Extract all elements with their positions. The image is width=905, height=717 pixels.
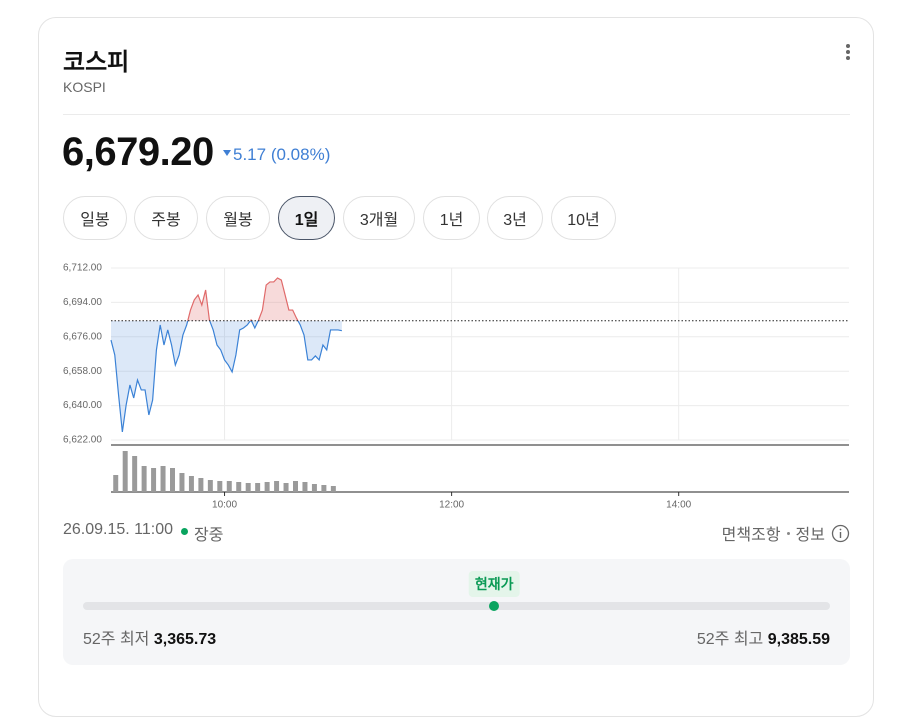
subtitle: KOSPI bbox=[63, 79, 106, 95]
volume-bar bbox=[151, 468, 157, 492]
tab[interactable]: 3년 bbox=[487, 196, 543, 240]
volume-bar bbox=[160, 466, 166, 492]
price-line bbox=[110, 320, 342, 433]
volume-bar bbox=[330, 486, 336, 492]
info-icon[interactable] bbox=[831, 524, 850, 543]
range-track bbox=[83, 602, 830, 610]
status-dot bbox=[181, 528, 188, 535]
area-above bbox=[187, 277, 298, 321]
y-tick-label: 6,622.00 bbox=[63, 435, 102, 446]
high-label: 52주 최고 bbox=[696, 631, 764, 648]
tab[interactable]: 3개월 bbox=[343, 196, 415, 240]
tab[interactable]: 1년 bbox=[423, 196, 480, 240]
volume-bar bbox=[179, 473, 185, 492]
tab[interactable]: 10년 bbox=[551, 196, 616, 240]
low-value: 3,365.73 bbox=[153, 631, 217, 648]
page: 코스피 KOSPI 6,679.20 5.17 (0.08%) 일봉 주봉 월봉 1일… bbox=[38, 17, 874, 717]
volume-bar bbox=[274, 481, 280, 492]
info[interactable]: 정보 bbox=[795, 527, 825, 544]
volume-bar bbox=[283, 483, 289, 492]
volume-bar bbox=[226, 481, 232, 492]
volume-bar bbox=[255, 483, 261, 492]
change: 5.17 (0.08%) bbox=[223, 145, 330, 165]
disclaimer[interactable]: 면책조항 bbox=[721, 527, 781, 544]
volume-bar bbox=[122, 451, 128, 492]
title: 코스피 bbox=[63, 49, 130, 76]
volume-bar bbox=[217, 481, 223, 492]
change-percent: (0.08%) bbox=[270, 145, 331, 164]
status: 장중 bbox=[194, 527, 224, 544]
price: 6,679.20 bbox=[62, 130, 214, 174]
tab[interactable]: 일봉 bbox=[63, 196, 127, 240]
volume-bar bbox=[132, 456, 138, 492]
footer-links: 면책조항 정보 bbox=[722, 521, 850, 545]
volume-bar bbox=[321, 485, 327, 492]
separator bbox=[786, 531, 790, 535]
y-tick-label: 6,676.00 bbox=[63, 331, 102, 342]
y-tick-label: 6,712.00 bbox=[63, 263, 102, 274]
tab[interactable]: 주봉 bbox=[134, 196, 198, 240]
volume-bar bbox=[245, 483, 251, 492]
low: 52주 최저 3,365.73 bbox=[83, 625, 216, 649]
x-tick-label: 10:00 bbox=[212, 500, 237, 511]
volume-bar bbox=[236, 482, 242, 492]
volume-bar bbox=[264, 482, 270, 492]
volume-bar bbox=[113, 475, 119, 492]
low-label: 52주 최저 bbox=[83, 631, 150, 648]
volume-bar bbox=[302, 482, 308, 492]
volume-bar bbox=[198, 478, 204, 492]
y-tick-label: 6,694.00 bbox=[63, 297, 102, 308]
high: 52주 최고 9,385.59 bbox=[697, 625, 830, 649]
chart: 6,622.00 6,640.00 6,658.00 6,676.00 6,694.00… bbox=[63, 263, 849, 511]
volume-bar bbox=[141, 466, 147, 492]
range-box: 현재가 52주 최저 3,365.73 52주 최고 9,385.59 bbox=[63, 559, 850, 665]
y-tick-label: 6,640.00 bbox=[63, 400, 102, 411]
high-value: 9,385.59 bbox=[767, 631, 830, 648]
area-below bbox=[111, 320, 342, 432]
timestamp: 26.09.15. 11:00 bbox=[63, 521, 174, 538]
volume-bar bbox=[188, 476, 194, 492]
volume-bar bbox=[170, 468, 175, 492]
volume-bar bbox=[207, 480, 213, 492]
x-tick-label: 14:00 bbox=[666, 500, 691, 511]
tab[interactable]: 1일 bbox=[278, 196, 335, 240]
volume-bar bbox=[293, 481, 298, 492]
y-tick-label: 6,658.00 bbox=[63, 366, 102, 377]
x-tick-label: 12:00 bbox=[439, 500, 464, 511]
tab[interactable]: 월봉 bbox=[206, 196, 270, 240]
current-dot bbox=[489, 601, 500, 611]
change-value: 5.17 bbox=[233, 145, 267, 164]
current-label: 현재가 bbox=[468, 571, 520, 597]
more-menu[interactable] bbox=[846, 44, 852, 62]
divider bbox=[63, 114, 850, 115]
volume-bar bbox=[311, 484, 317, 492]
